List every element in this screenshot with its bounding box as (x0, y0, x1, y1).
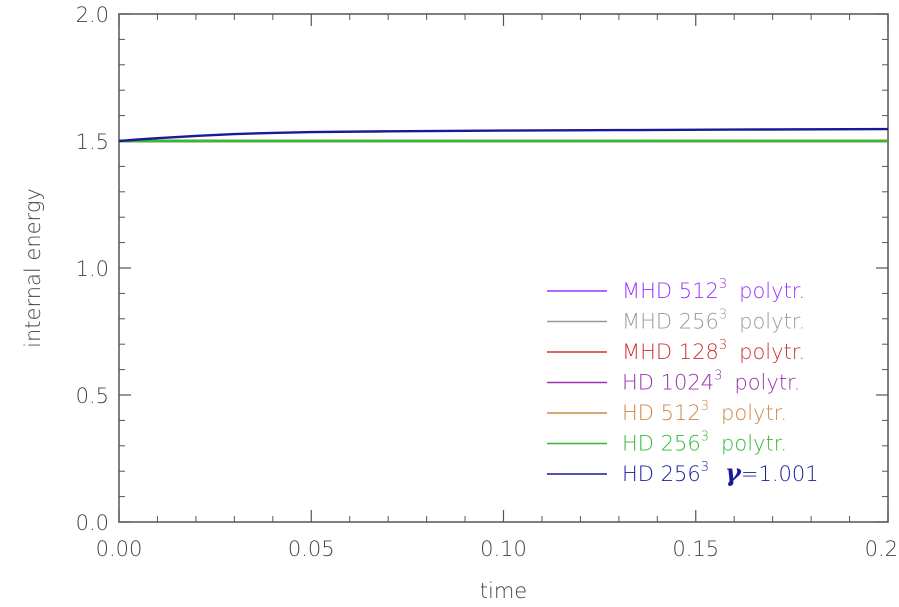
x-tick-label: 0.00 (96, 537, 143, 561)
y-tick-label: 2.0 (76, 3, 109, 27)
y-tick-label: 1.0 (76, 257, 109, 281)
x-axis-title: time (480, 579, 527, 603)
x-tick-label: 0.05 (288, 537, 335, 561)
legend: MHD 5123 polytr. MHD 2563 polytr. MHD 1283 po… (547, 277, 819, 487)
legend-label: HD 10243 polytr. (622, 369, 800, 395)
x-tick-label: 0.10 (480, 537, 527, 561)
y-tick-label: 0.5 (76, 384, 109, 408)
x-tick-label: 0.20 (865, 537, 899, 561)
legend-label: HD 2563 polytr. (622, 430, 787, 456)
y-axis-title: internal energy (21, 188, 45, 348)
legend-label: HD 5123 polytr. (622, 399, 787, 425)
legend-label: MHD 1283 polytr. (622, 338, 805, 364)
y-tick-label: 0.0 (76, 511, 109, 535)
axis-ticks: 0.00 0.05 0.10 0.15 0.20 0.0 0.5 1.0 1.5 2.0 (76, 3, 899, 561)
y-tick-label: 1.5 (76, 130, 109, 154)
series-line-7 (118, 127, 889, 143)
series-lines (118, 127, 889, 143)
legend-label: MHD 2563 polytr. (622, 308, 805, 334)
legend-label: MHD 5123 polytr. (622, 277, 805, 303)
legend-label: HD 2563 γ=1.001 (622, 458, 819, 487)
x-tick-label: 0.15 (672, 537, 719, 561)
